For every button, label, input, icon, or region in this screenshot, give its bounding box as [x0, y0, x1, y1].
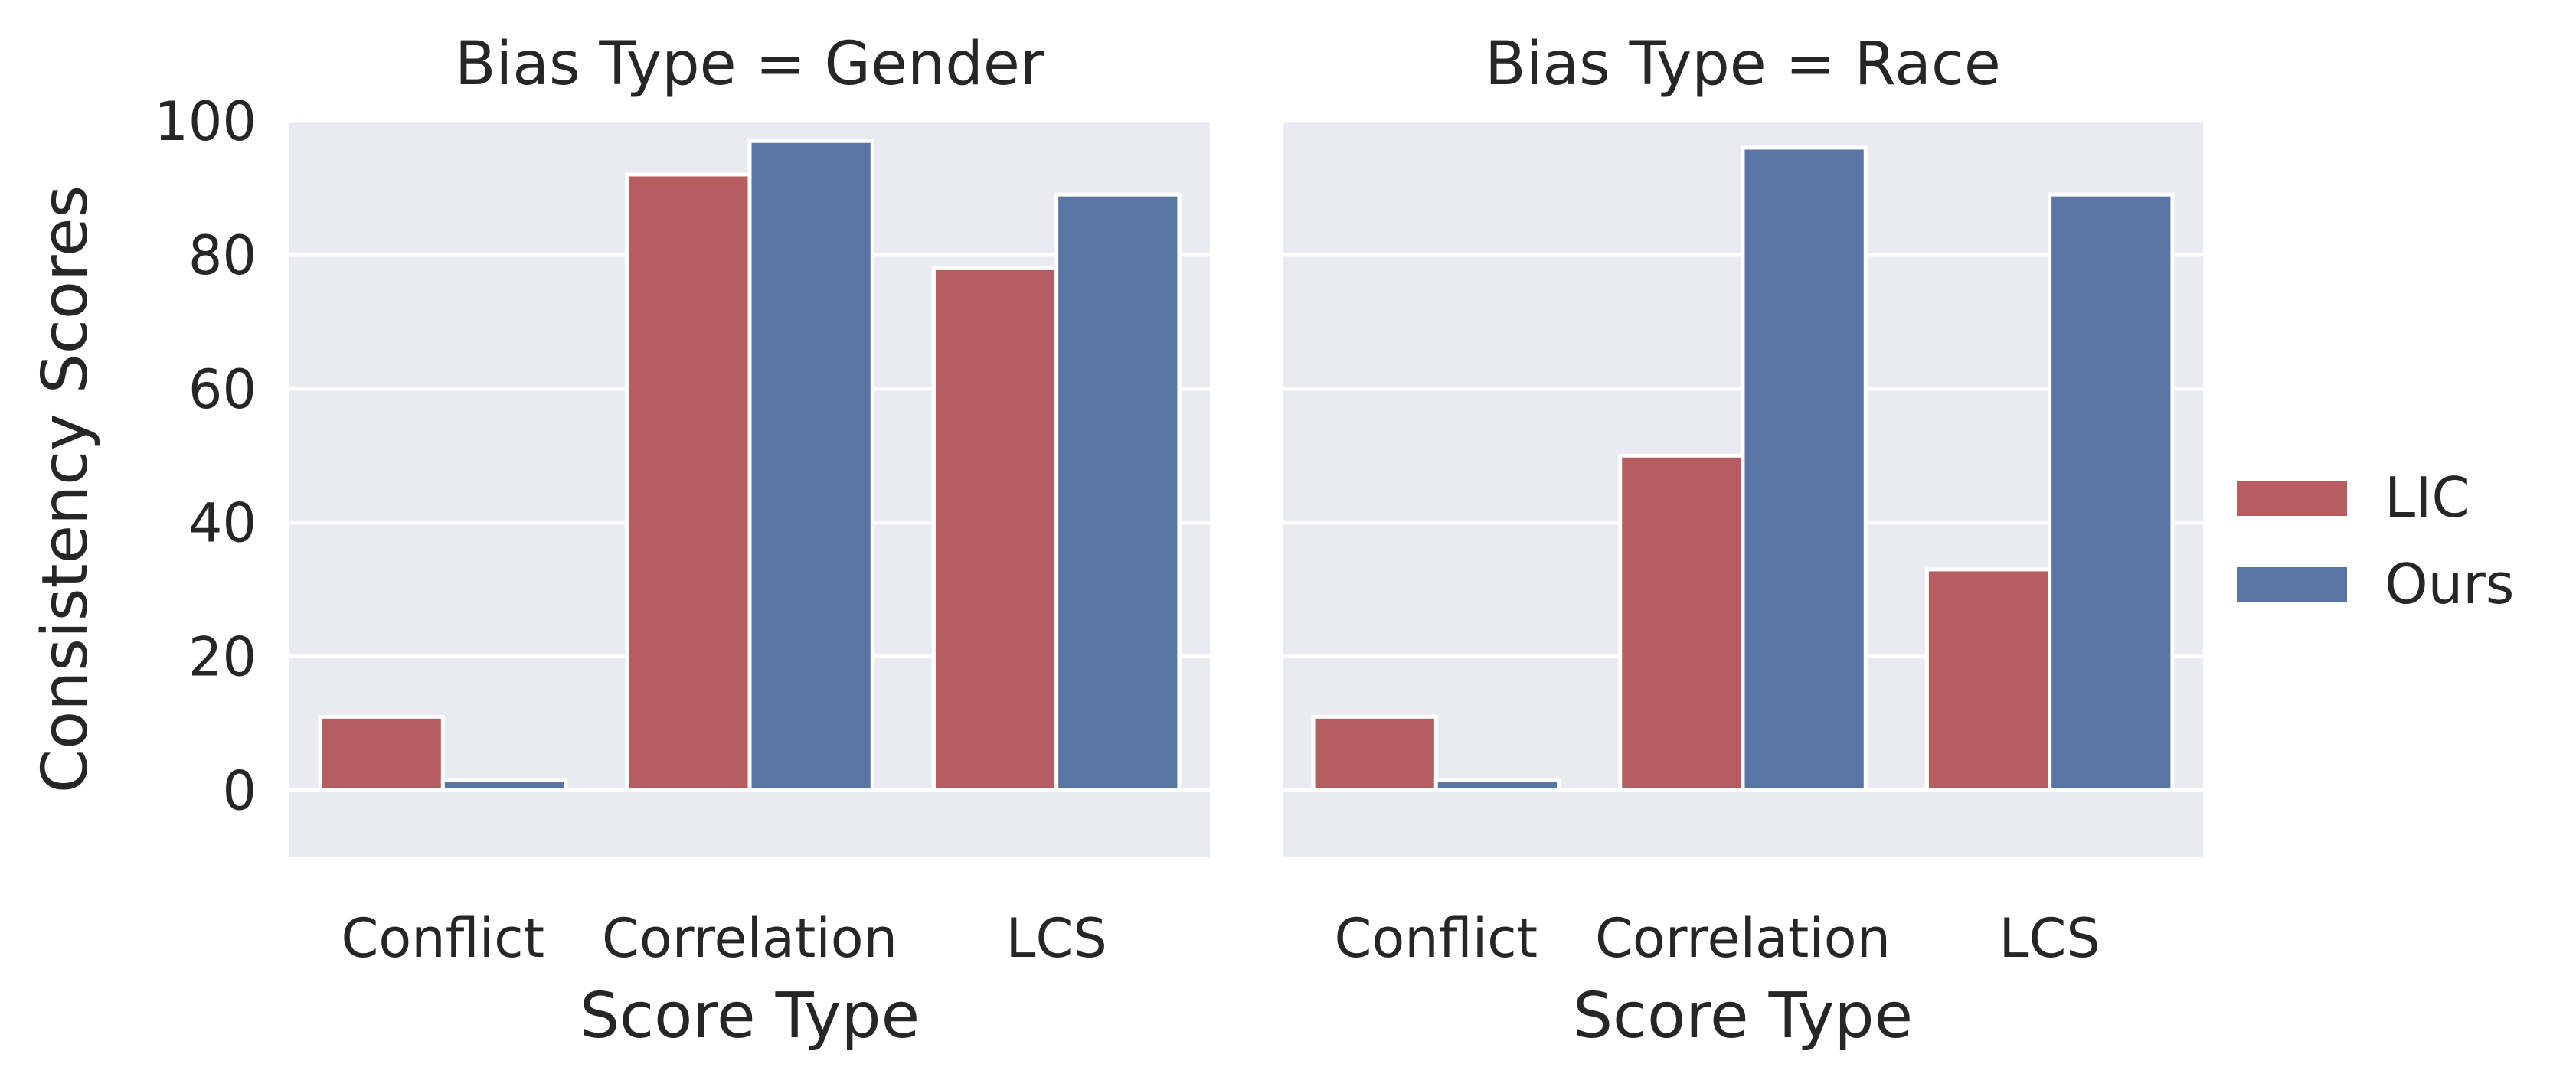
bar-ours-correlation [747, 139, 874, 793]
bar-lic-conflict [318, 714, 445, 793]
x-tick-label: LCS [1006, 907, 1107, 970]
x-tick-labels: Conflict Correlation LCS [342, 907, 1107, 970]
legend-label-ours: Ours [2385, 552, 2514, 616]
panel-title: Bias Type = Race [1485, 30, 2001, 99]
x-tick-label: Correlation [602, 907, 897, 970]
bar-lic-correlation [625, 172, 752, 793]
panel-gender: Bias Type = Gender Conflict Correlation LC… [289, 30, 1210, 1052]
y-tick-label: 0 [222, 760, 257, 823]
panel-title: Bias Type = Gender [455, 30, 1045, 99]
legend: LIC Ours [2237, 465, 2514, 616]
x-tick-label: Correlation [1595, 907, 1891, 970]
panel-race: Bias Type = Race Conflict Correlation LCS … [1283, 30, 2203, 1052]
y-tick-label: 40 [188, 492, 257, 555]
bars [1311, 145, 2175, 793]
x-tick-label: Conflict [1335, 907, 1538, 970]
y-tick-label: 20 [188, 626, 257, 689]
bar-lic-correlation [1618, 453, 1745, 793]
legend-label-lic: LIC [2385, 465, 2470, 530]
x-axis-label: Score Type [1573, 980, 1913, 1052]
y-tick-labels: 0 20 40 60 80 100 [154, 90, 257, 823]
x-tick-label: Conflict [342, 907, 545, 970]
bar-ours-lcs [1054, 192, 1182, 793]
bar-ours-conflict [440, 778, 568, 793]
bar-lic-lcs [931, 266, 1059, 793]
bar-lic-conflict [1311, 714, 1438, 793]
bar-ours-conflict [1433, 778, 1561, 793]
legend-swatch-lic [2237, 481, 2347, 516]
bar-ours-lcs [2048, 192, 2175, 793]
legend-swatch-ours [2237, 567, 2347, 602]
x-axis-label: Score Type [580, 980, 920, 1052]
x-tick-labels: Conflict Correlation LCS [1335, 907, 2100, 970]
y-axis-label: Consistency Scores [29, 185, 102, 793]
bars [318, 139, 1182, 793]
y-tick-label: 60 [188, 358, 257, 421]
y-tick-label: 80 [188, 224, 257, 287]
y-tick-label: 100 [154, 90, 257, 153]
bar-lic-lcs [1924, 567, 2052, 793]
bar-ours-correlation [1741, 145, 1868, 793]
x-tick-label: LCS [1999, 907, 2100, 970]
